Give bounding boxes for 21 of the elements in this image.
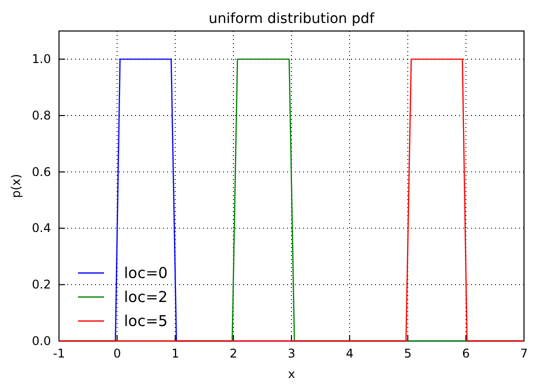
x-tick-label: 1 xyxy=(171,346,180,361)
x-tick-label: 5 xyxy=(404,346,412,361)
x-tick-label: 7 xyxy=(520,346,528,361)
y-axis-title: p(x) xyxy=(9,174,23,198)
y-tick-label: 0.4 xyxy=(32,221,51,236)
y-tick-label: 1.0 xyxy=(32,52,51,66)
x-tick-label: 3 xyxy=(288,346,296,361)
x-tick-label: -1 xyxy=(53,346,65,361)
legend-label: loc=2 xyxy=(124,288,168,306)
x-tick-label: 0 xyxy=(113,346,121,361)
y-tick-label: 0.2 xyxy=(32,277,51,292)
y-tick-label: 0.8 xyxy=(32,108,51,122)
x-tick-label: 6 xyxy=(462,346,470,361)
x-tick-label: 4 xyxy=(346,346,354,361)
legend-label: loc=5 xyxy=(124,312,168,330)
chart-title: uniform distribution pdf xyxy=(208,11,376,27)
legend-label: loc=0 xyxy=(124,264,168,282)
x-axis-title: x xyxy=(288,367,296,381)
y-tick-label: 0.0 xyxy=(32,334,51,348)
y-tick-label: 0.6 xyxy=(32,164,51,179)
x-tick-label: 2 xyxy=(230,346,238,361)
